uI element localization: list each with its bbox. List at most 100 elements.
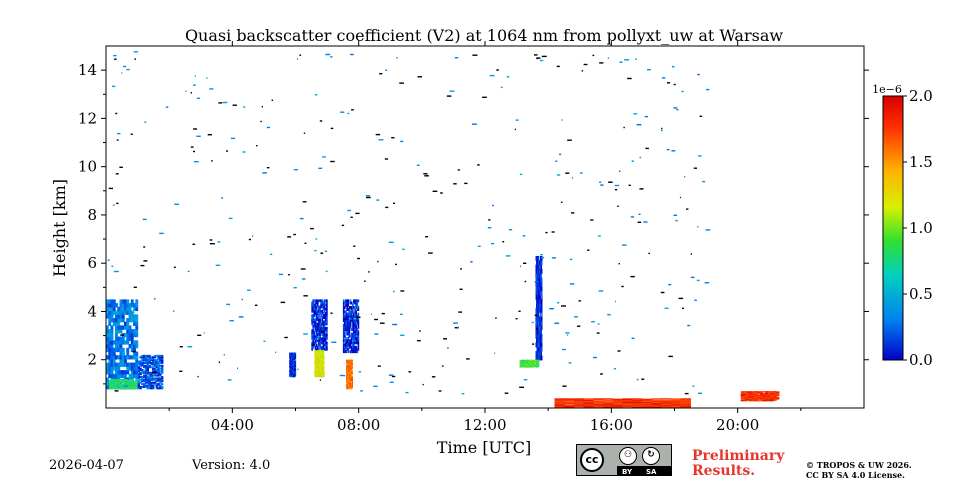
heatmap-cell — [318, 373, 320, 375]
heatmap-cell — [348, 386, 350, 389]
noise-cell — [260, 120, 262, 123]
heatmap-cell — [291, 357, 293, 360]
heatmap-cell — [117, 321, 121, 326]
heatmap-cell — [133, 344, 136, 349]
noise-cell — [661, 129, 663, 132]
heatmap-cell — [128, 329, 132, 334]
heatmap-cell — [314, 310, 317, 313]
heatmap-cell — [143, 384, 146, 387]
noise-cell — [209, 243, 215, 245]
heatmap-cell — [135, 299, 139, 304]
heatmap-cell — [537, 338, 539, 343]
heatmap-cell — [295, 360, 297, 363]
heatmap-cell — [143, 376, 146, 378]
heatmap-cell — [143, 366, 146, 369]
heatmap-cell — [540, 290, 542, 296]
heatmap-cell — [323, 305, 326, 309]
heatmap-cell — [680, 402, 691, 404]
heatmap-cell — [315, 356, 318, 359]
heatmap-cell — [315, 354, 318, 357]
heatmap-cell — [519, 360, 522, 362]
noise-cell — [315, 238, 318, 240]
heatmap-cell — [110, 366, 114, 371]
noise-cell — [252, 235, 254, 237]
copyright-notice: © TROPOS & UW 2026. CC BY SA 4.0 License… — [806, 460, 912, 480]
heatmap-cell — [146, 377, 149, 380]
heatmap-cell — [320, 372, 322, 374]
heatmap-cell — [121, 314, 125, 319]
noise-cell — [522, 235, 526, 237]
heatmap-cell — [538, 325, 540, 330]
heatmap-cell — [347, 328, 350, 331]
heatmap-cell — [143, 378, 146, 381]
heatmap-cell — [318, 326, 320, 330]
heatmap-cell — [316, 353, 318, 356]
heatmap-cell — [152, 384, 155, 387]
heatmap-cell — [357, 339, 360, 342]
heatmap-cell — [342, 319, 345, 323]
heatmap-cell — [526, 359, 529, 361]
heatmap-cell — [294, 358, 296, 361]
noise-cell — [303, 132, 306, 134]
noise-cell — [457, 326, 459, 328]
heatmap-cell — [126, 332, 130, 338]
heatmap-cell — [538, 281, 540, 287]
noise-cell — [117, 132, 121, 135]
heatmap-cell — [537, 325, 539, 330]
heatmap-cell — [357, 348, 360, 351]
heatmap-cell — [318, 354, 320, 357]
heatmap-cell — [117, 306, 121, 312]
heatmap-cell — [161, 380, 164, 383]
heatmap-cell — [762, 391, 766, 393]
noise-cell — [296, 58, 298, 60]
noise-cell — [523, 262, 527, 264]
heatmap-cell — [773, 394, 777, 396]
heatmap-cell — [316, 354, 318, 357]
heatmap-cell — [321, 350, 324, 352]
heatmap-cell — [541, 277, 543, 283]
heatmap-cell — [317, 374, 320, 377]
heatmap-cell — [315, 301, 318, 305]
heatmap-cell — [312, 314, 315, 317]
noise-cell — [293, 233, 296, 236]
heatmap-cell — [126, 321, 130, 326]
heatmap-cell — [326, 337, 328, 341]
heatmap-cell — [294, 375, 296, 378]
heatmap-cell — [119, 347, 123, 353]
heatmap-cell — [316, 312, 319, 315]
noise-cell — [599, 181, 602, 183]
heatmap-cell — [311, 343, 313, 347]
noise-cell — [495, 317, 497, 319]
heatmap-cell — [314, 301, 317, 305]
noise-cell — [113, 54, 117, 57]
heatmap-cell — [757, 398, 761, 400]
noise-cell — [457, 169, 460, 171]
heatmap-cell — [121, 379, 124, 380]
heatmap-cell — [119, 385, 122, 387]
noise-cell — [534, 54, 538, 56]
cc-license-badge[interactable]: cc ⚇ ↻ BY SA — [576, 444, 672, 476]
heatmap-cell — [157, 370, 160, 373]
noise-cell — [617, 350, 621, 352]
heatmap-cell — [315, 365, 317, 368]
noise-cell — [197, 375, 199, 378]
heatmap-cell — [141, 361, 144, 364]
heatmap-cell — [139, 369, 142, 371]
heatmap-cell — [355, 332, 357, 336]
heatmap-cell — [357, 325, 360, 329]
heatmap-cell — [315, 370, 317, 372]
heatmap-cell — [108, 344, 112, 349]
noise-cell — [477, 164, 480, 166]
heatmap-cell — [115, 332, 118, 338]
heatmap-cell — [315, 372, 318, 374]
heatmap-cell — [133, 329, 136, 334]
heatmap-cell — [344, 348, 346, 351]
noise-cell — [226, 150, 228, 152]
heatmap-cell — [344, 323, 346, 327]
heatmap-cell — [537, 364, 540, 366]
heatmap-cell — [342, 337, 345, 340]
heatmap-cell — [746, 391, 750, 393]
heatmap-cell — [137, 384, 140, 387]
heatmap-cell — [540, 264, 542, 270]
heatmap-cell — [353, 301, 355, 305]
